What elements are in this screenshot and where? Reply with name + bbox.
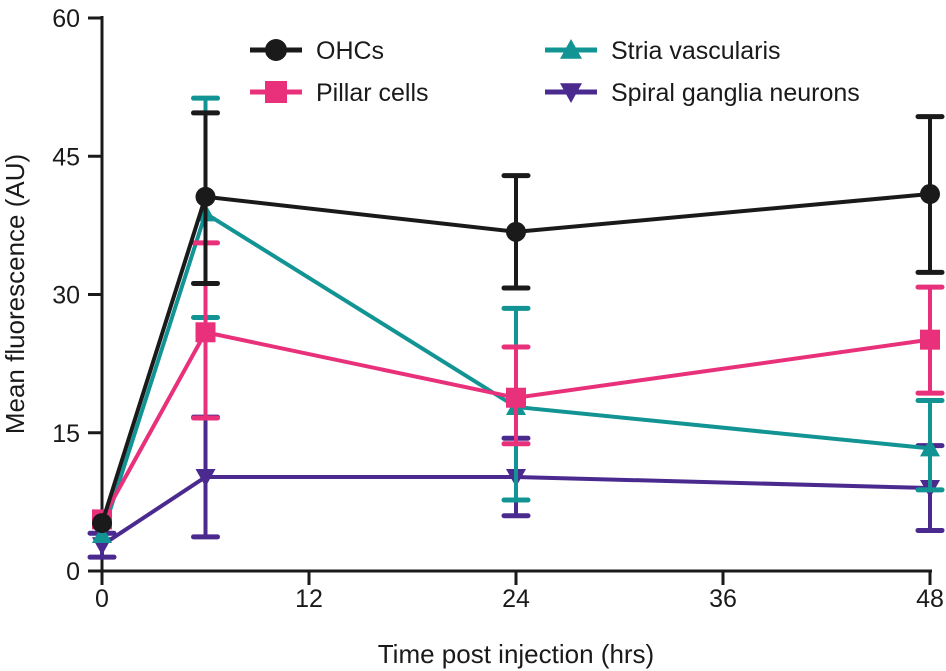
marker-circle (92, 513, 112, 534)
legend-item: Stria vascularis (545, 37, 781, 65)
x-axis-label: Time post injection (hrs) (378, 639, 654, 669)
marker-triangle-down (560, 83, 582, 103)
marker-circle (265, 39, 287, 61)
legend-item: OHCs (250, 37, 384, 65)
y-tick-label: 0 (66, 558, 80, 586)
legend-label: Pillar cells (316, 79, 429, 107)
x-tick-label: 24 (502, 585, 530, 613)
axes: 0 15 30 45 60 0 12 24 36 48 (52, 5, 944, 613)
marker-triangle-up (560, 39, 582, 59)
x-tick-label: 48 (916, 585, 944, 613)
legend: OHCs Pillar cells Stria vascularis Spiral g… (250, 37, 860, 107)
series-line (100, 330, 931, 521)
marker-square (920, 329, 940, 350)
marker-circle (506, 221, 526, 242)
x-tick-label: 12 (295, 585, 323, 613)
marker-triangle-up (920, 438, 940, 457)
series-layer (87, 95, 945, 560)
y-tick-label: 45 (52, 143, 80, 171)
series-line (100, 474, 931, 547)
marker-triangle-up (92, 525, 112, 544)
series-line (100, 192, 931, 524)
legend-label: Spiral ganglia neurons (611, 79, 860, 107)
x-tick-label: 36 (709, 585, 737, 613)
marker-triangle-down (195, 468, 216, 487)
marker-square (195, 322, 216, 343)
marker-circle (920, 184, 940, 205)
legend-label: Stria vascularis (611, 37, 781, 65)
legend-item: Pillar cells (250, 79, 429, 107)
y-axis-label: Mean fluorescence (AU) (0, 154, 30, 434)
series-ohcs (92, 110, 945, 534)
legend-label: OHCs (316, 37, 384, 65)
y-tick-label: 30 (52, 282, 80, 310)
x-tick-label: 0 (95, 585, 109, 613)
y-tick-label: 15 (52, 420, 80, 448)
series-line (100, 210, 931, 536)
marker-square (265, 81, 287, 103)
marker-square (506, 387, 526, 408)
legend-item: Spiral ganglia neurons (545, 79, 860, 107)
y-tick-label: 60 (52, 5, 80, 33)
marker-circle (195, 186, 216, 207)
